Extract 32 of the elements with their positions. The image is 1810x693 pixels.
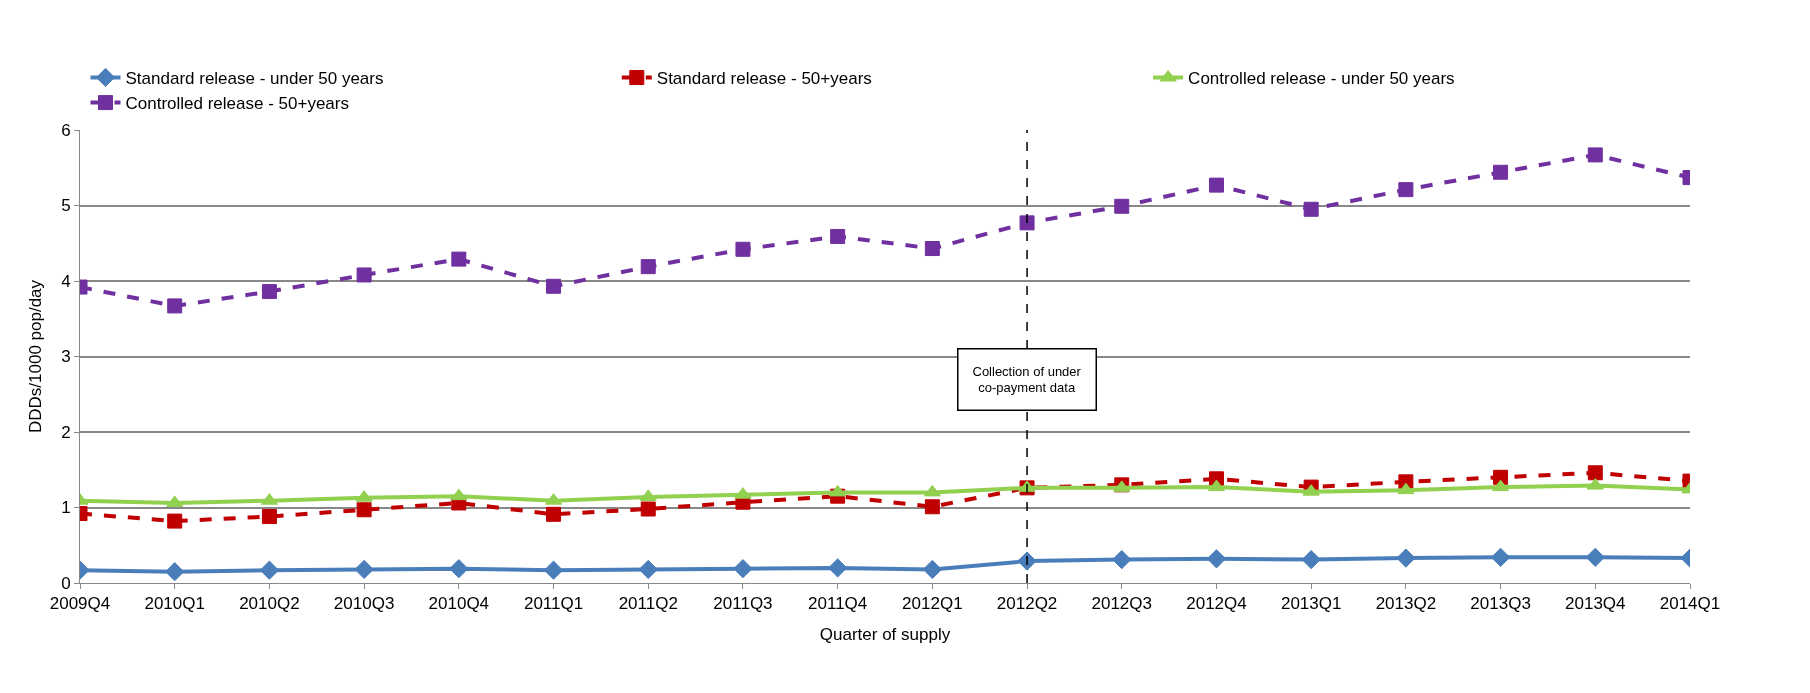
x-tick-label: 2013Q1 [1280, 594, 1342, 614]
y-tick-label: 5 [61, 196, 71, 216]
y-tick-label: 2 [61, 422, 71, 442]
x-tick-label: 2009Q4 [49, 594, 111, 614]
annotation: Collection of under co-payment data [972, 363, 1082, 396]
legend-label: Controlled release - under 50 years [1188, 69, 1455, 89]
x-tick-label: 2013Q4 [1565, 594, 1626, 614]
x-tick-label: 2012Q1 [902, 594, 963, 614]
x-tick-label: 2010Q4 [428, 594, 490, 614]
y-tick-label: 0 [61, 573, 71, 593]
x-tick-label: 2011Q3 [713, 594, 773, 614]
y-tick-label: 3 [61, 347, 71, 367]
x-tick-label: 2010Q2 [239, 594, 300, 614]
legend-label: Standard release - 50+years [656, 69, 872, 89]
x-tick-label: 2013Q2 [1375, 594, 1437, 614]
y-tick-label: 6 [61, 120, 71, 140]
x-tick-label: 2013Q3 [1470, 594, 1531, 614]
y-axis-title: DDDs/1000 pop/day [25, 279, 45, 434]
x-tick-label: 2012Q2 [996, 594, 1058, 614]
x-axis-title: Quarter of supply [819, 624, 951, 644]
x-tick-label: 2011Q4 [808, 594, 868, 614]
legend-label: Controlled release - 50+years [125, 94, 349, 114]
x-tick-label: 2011Q2 [618, 594, 678, 614]
x-tick-label: 2010Q3 [333, 594, 395, 614]
y-tick-label: 4 [61, 271, 71, 291]
x-tick-label: 2012Q3 [1091, 594, 1153, 614]
x-tick-label: 2010Q1 [144, 594, 205, 614]
y-tick-label: 1 [61, 498, 71, 518]
x-tick-label: 2014Q1 [1659, 594, 1721, 614]
x-tick-label: 2011Q1 [523, 594, 584, 614]
x-tick-label: 2012Q4 [1186, 594, 1247, 614]
legend-label: Standard release - under 50 years [125, 69, 384, 89]
